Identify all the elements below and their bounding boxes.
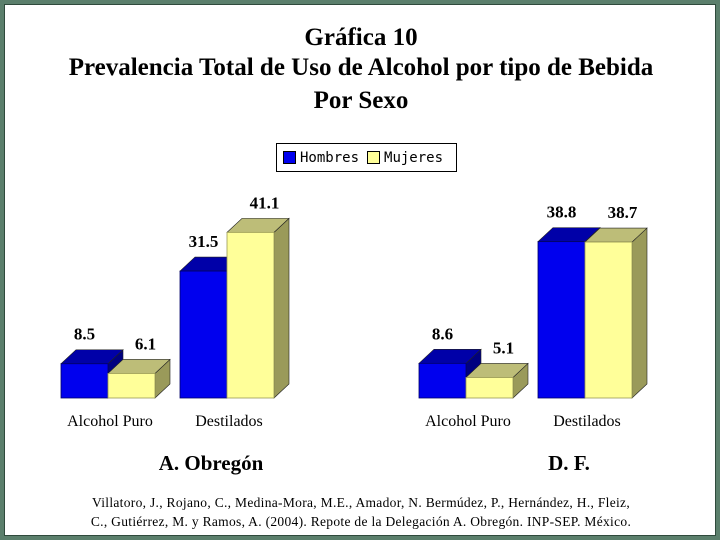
bar-obregon-alcohol-puro-mujeres-value-label: 6.1 (135, 334, 156, 353)
bar-obregon-destilados-mujeres (226, 231, 275, 399)
bar-df-alcohol-puro-hombres-value-label: 8.6 (432, 324, 453, 343)
bar-obregon-alcohol-puro-mujeres (107, 373, 156, 399)
bar-df-alcohol-puro-mujeres (465, 377, 514, 399)
citation-line1: Villatoro, J., Rojano, C., Medina-Mora, … (91, 495, 631, 510)
bar-chart: 8.5 6.1 Alcohol Puro 31.5 41.1 Destilados A. O… (60, 193, 648, 475)
legend-item-mujeres: Mujeres (367, 150, 443, 166)
bar-obregon-destilados-hombres (179, 270, 228, 399)
bar-df-destilados-mujeres-value-label: 38.7 (608, 203, 638, 222)
category-label: Alcohol Puro (67, 413, 153, 430)
bar-obregon-alcohol-puro-hombres (60, 363, 109, 399)
bar-obregon-destilados-hombres-value-label: 31.5 (189, 232, 219, 251)
legend-swatch-mujeres (367, 151, 381, 164)
bar-obregon-destilados-mujeres-side (273, 217, 290, 399)
legend-swatch-hombres (283, 151, 296, 164)
chart-subtitle-line2: Por Sexo (313, 87, 409, 114)
bar-df-alcohol-puro-hombres (418, 362, 467, 399)
chart-frame: Gráfica 10 Prevalencia Total de Uso de A… (4, 4, 716, 536)
citation-line2: C., Gutiérrez, M. y Ramos, A. (2004). Re… (90, 514, 632, 529)
citation: Villatoro, J., Rojano, C., Medina-Mora, … (25, 493, 697, 531)
category-label: Destilados (195, 413, 263, 430)
bar-df-destilados-mujeres-side (631, 227, 648, 399)
bar-df-destilados-mujeres (584, 241, 633, 399)
chart-legend: Hombres Mujeres (276, 143, 457, 172)
bar-df-destilados-hombres-value-label: 38.8 (547, 203, 577, 222)
chart-title: Gráfica 10 (304, 24, 418, 51)
legend-label-mujeres: Mujeres (384, 149, 444, 166)
legend-item-hombres: Hombres (283, 150, 359, 166)
bar-obregon-alcohol-puro-hombres-value-label: 8.5 (74, 325, 95, 344)
category-label: Destilados (553, 413, 621, 430)
group-label: A. Obregón (159, 451, 264, 475)
legend-label-hombres: Hombres (300, 149, 360, 166)
group-label: D. F. (548, 451, 590, 475)
category-label: Alcohol Puro (425, 413, 511, 430)
bar-df-destilados-hombres (537, 241, 586, 399)
bar-obregon-destilados-mujeres-value-label: 41.1 (250, 193, 280, 212)
chart-subtitle-line1: Prevalencia Total de Uso de Alcohol por … (68, 54, 654, 81)
bar-df-alcohol-puro-mujeres-value-label: 5.1 (493, 338, 514, 357)
